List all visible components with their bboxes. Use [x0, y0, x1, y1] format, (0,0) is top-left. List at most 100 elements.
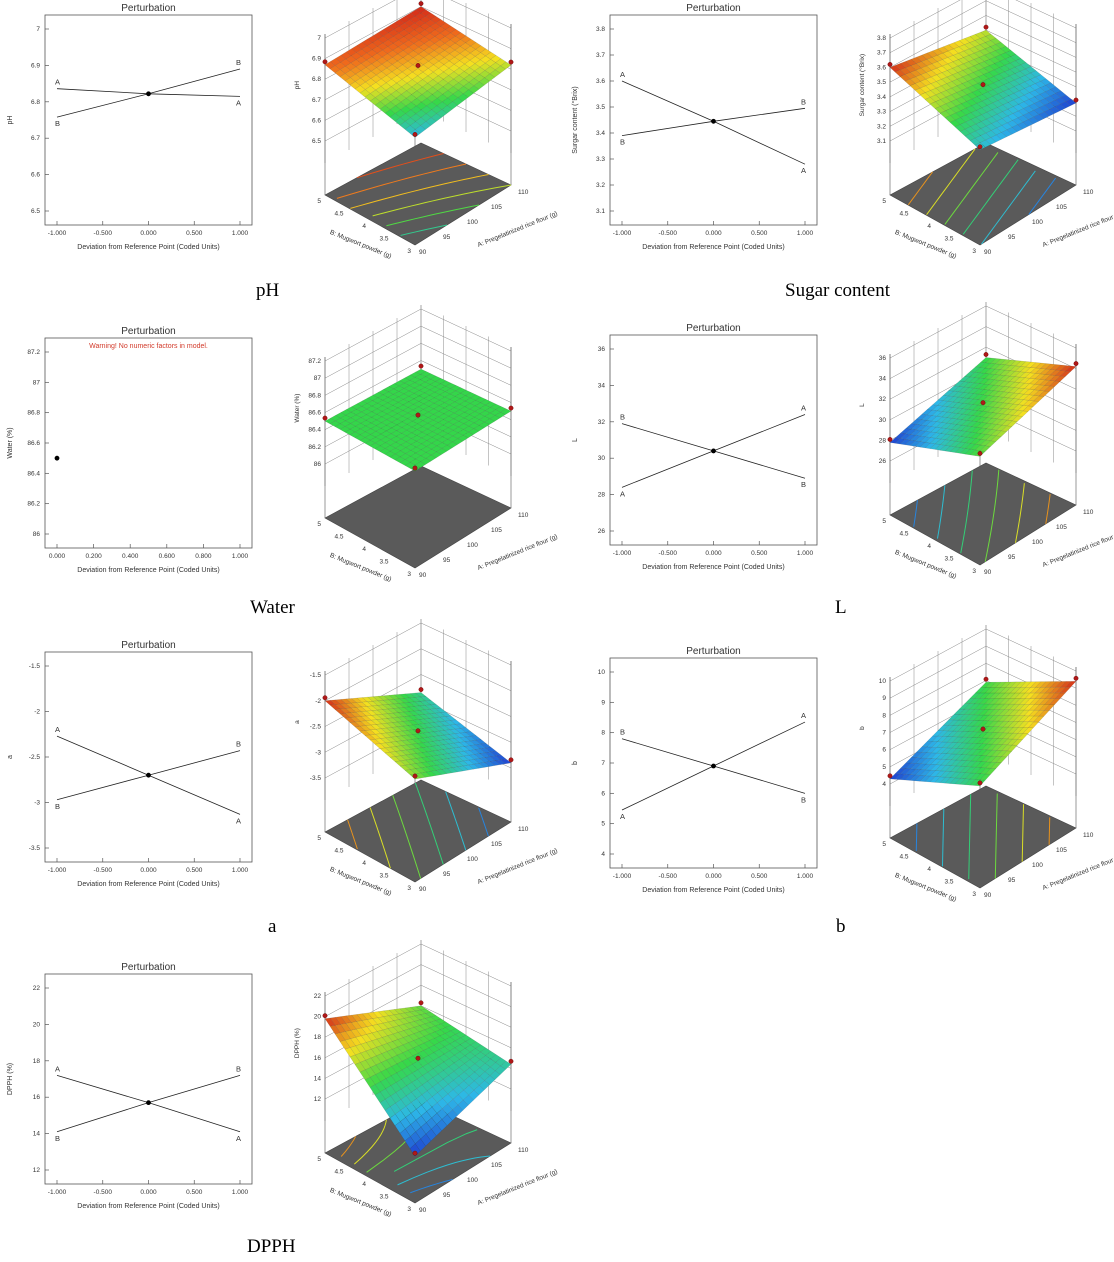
y-tick-label: -1.5	[29, 663, 41, 670]
x-tick-label: 100	[467, 542, 478, 549]
x-tick-label: 0.400	[122, 553, 139, 560]
y-tick-label: 4.5	[899, 854, 908, 861]
contour-line	[445, 791, 467, 851]
perturbation-plot-b: Perturbation -1.000 -0.500 0.000 0.500 1.000 4…	[565, 643, 820, 908]
x-tick-label: 105	[491, 1162, 502, 1169]
x-tick-label: 0.000	[140, 230, 157, 237]
contour-line	[350, 174, 489, 209]
surface-plot-sugar: 3.1 3.2 3.3 3.4 3.5 3.6 3.7 3.8 90 95 100 105 110 3 3.…	[848, 0, 1114, 260]
z-tick-label: 86	[314, 461, 322, 468]
x-tick-label: 110	[518, 1147, 529, 1154]
z-tick-label: 6.9	[312, 56, 321, 63]
x-tick-label: 110	[1083, 509, 1094, 516]
x-tick-label: 0.500	[751, 873, 768, 880]
plot-title: Perturbation	[121, 3, 175, 14]
x-tick-label: 0.200	[85, 553, 102, 560]
design-point	[412, 773, 418, 779]
y-tick-label: 87.2	[27, 349, 40, 356]
surface-plot-dpph: 12 14 16 18 20 22 90 95 100 105 110 3 3.5 4 4.5 5 A: Pre…	[283, 940, 559, 1218]
x-tick-label: 95	[443, 1192, 451, 1199]
y-axis-label: b	[572, 761, 579, 765]
y-tick-label: 34	[598, 382, 606, 389]
design-point	[418, 363, 424, 369]
y-tick-label: 4.5	[334, 211, 343, 218]
y-axis-label: L	[572, 438, 579, 442]
y-axis-label: Water (%)	[7, 427, 14, 458]
x-tick-label: 100	[1032, 862, 1043, 869]
design-point	[322, 415, 328, 421]
plot-frame	[44, 973, 253, 1185]
series-label-B: B	[236, 58, 241, 67]
contour-line	[397, 1155, 491, 1186]
y-tick-label: 3	[407, 248, 411, 255]
x-tick-label: 1.000	[232, 230, 249, 237]
x-tick-label: 95	[1008, 877, 1016, 884]
x-tick-label: 90	[419, 886, 427, 893]
contour-line	[400, 224, 448, 236]
z-tick-label: 6.8	[312, 76, 321, 83]
y-tick-label: 32	[598, 419, 606, 426]
y-tick-label: 4.5	[899, 531, 908, 538]
contour-floor	[324, 779, 512, 883]
contour-line	[369, 807, 391, 869]
x-tick-label: 1.000	[232, 1189, 249, 1196]
x-tick-label: -0.500	[659, 230, 678, 237]
y-axis-label: a	[7, 755, 14, 759]
wall-gridline	[889, 305, 1077, 359]
y-tick-label: 4.5	[334, 848, 343, 855]
y-tick-label: 5	[882, 518, 886, 525]
y-tick-label: 86.4	[27, 470, 40, 477]
response-surface	[889, 357, 1077, 457]
wall-gridline	[324, 308, 512, 362]
y-tick-label: 4	[601, 851, 605, 858]
y-tick-label: 3.2	[596, 182, 605, 189]
y-tick-label: 6.6	[31, 172, 40, 179]
y-tick-label: 5	[601, 821, 605, 828]
y-axis-label: B: Mugwort powder (g)	[894, 549, 958, 580]
y-axis-label: pH	[7, 116, 14, 125]
y-tick-label: 86	[33, 531, 41, 538]
y-tick-label: 86.8	[27, 410, 40, 417]
perturbation-svg: Perturbation -1.000 -0.500 0.000 0.500 1.000 2…	[572, 323, 818, 571]
z-tick-label: 3.1	[877, 138, 886, 145]
z-tick-label: 86.8	[308, 392, 321, 399]
series-label-B: B	[620, 138, 625, 147]
y-tick-label: 3.1	[596, 208, 605, 215]
plot-frame	[44, 337, 253, 549]
design-point	[983, 676, 989, 682]
x-tick-label: -1.000	[613, 873, 632, 880]
series-label-B: B	[801, 795, 806, 804]
x-tick-label: 90	[984, 892, 992, 899]
plot-title: Perturbation	[121, 962, 175, 973]
y-tick-label: 8	[601, 730, 605, 737]
y-tick-label: 4	[362, 223, 366, 230]
x-axis-label: A: Pregelatinized rice flour (g)	[477, 210, 559, 249]
response-surface	[324, 6, 512, 138]
design-point	[418, 1, 424, 7]
x-tick-label: 95	[1008, 554, 1016, 561]
z-tick-label: 6	[882, 747, 886, 754]
design-point	[508, 405, 514, 411]
z-tick-label: 5	[882, 764, 886, 771]
z-tick-label: -1.5	[310, 672, 322, 679]
x-tick-label: 0.500	[186, 230, 203, 237]
y-tick-label: 20	[33, 1021, 41, 1028]
contour-line	[984, 469, 1000, 562]
series-label-A: A	[801, 711, 806, 720]
surface-cell	[500, 61, 512, 70]
y-axis-label: B: Mugwort powder (g)	[329, 552, 393, 583]
design-point	[415, 728, 421, 734]
y-tick-label: 3	[972, 248, 976, 255]
center-point	[711, 763, 716, 769]
y-tick-label: 87	[33, 379, 41, 386]
x-tick-label: 0.600	[159, 553, 176, 560]
series-label-B: B	[55, 1134, 60, 1143]
wall-gridline	[324, 325, 512, 379]
x-tick-label: 105	[491, 527, 502, 534]
x-tick-label: 105	[491, 841, 502, 848]
z-tick-label: 86.2	[308, 444, 321, 451]
z-axis-label: Water (%)	[294, 394, 301, 423]
y-tick-label: 5	[317, 521, 321, 528]
contour-line	[386, 204, 480, 227]
design-point	[322, 59, 328, 65]
